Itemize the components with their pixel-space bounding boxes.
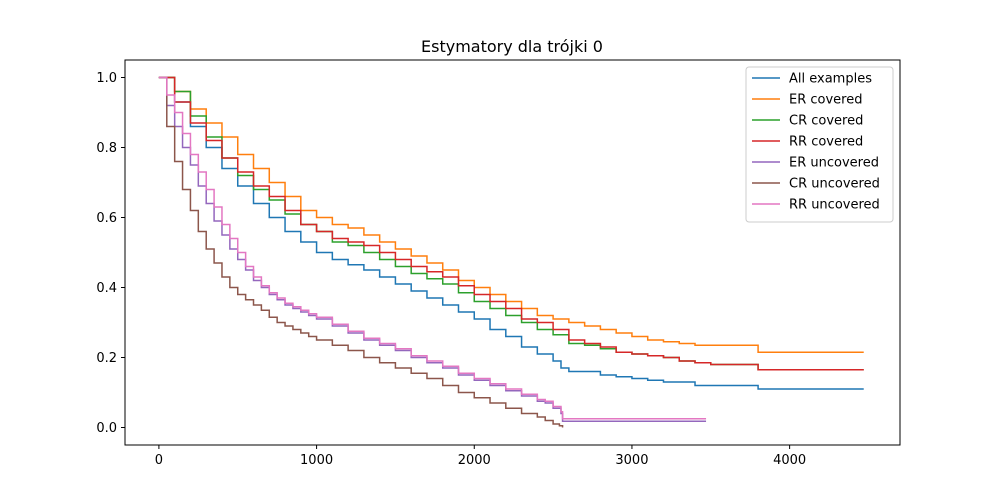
legend-label: CR covered [789,114,863,129]
x-tick-label: 1000 [300,453,333,468]
chart-title: Estymatory dla trójki 0 [421,37,603,56]
y-tick-label: 0.4 [96,281,117,296]
x-tick-label: 2000 [458,453,491,468]
x-tick-label: 3000 [615,453,648,468]
legend-label: ER covered [789,93,862,108]
legend-label: All examples [789,72,872,87]
series-line-6 [158,76,564,428]
series-line-7 [158,76,707,420]
series-line-1 [158,76,864,390]
y-tick-label: 0.8 [96,141,117,156]
x-tick-label: 0 [155,453,163,468]
series-line-4 [158,76,864,371]
legend-label: RR covered [789,135,863,150]
legend-label: CR uncovered [789,177,880,192]
plot-area [158,76,864,428]
series-line-2 [158,76,864,353]
y-tick-label: 0.6 [96,211,117,226]
axis-ticks: 0 1000 2000 3000 4000 0.0 0.2 0.4 0.6 0.8 1.0 [96,71,806,468]
legend-label: ER uncovered [789,156,879,171]
y-tick-label: 0.2 [96,351,117,366]
y-tick-label: 0.0 [96,421,117,436]
legend-box [745,66,894,223]
axes-frame [124,59,901,446]
legend: All examples ER covered CR covered RR cover… [745,66,894,223]
legend-label: RR uncovered [789,198,880,213]
x-tick-label: 4000 [773,453,806,468]
y-tick-label: 1.0 [96,71,117,86]
